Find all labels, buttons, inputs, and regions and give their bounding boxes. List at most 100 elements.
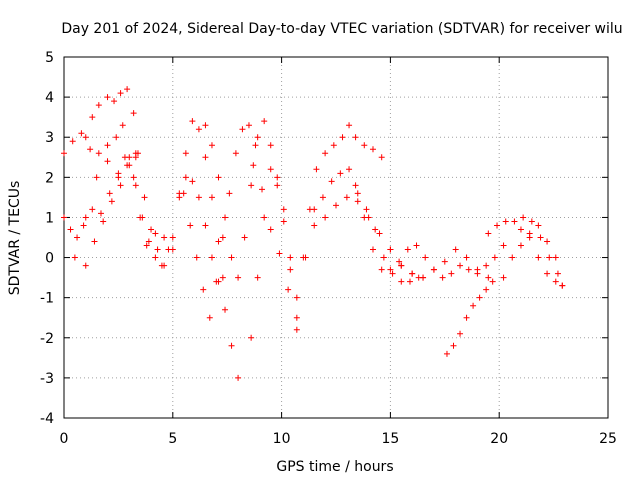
data-point: satellite track G: 5.5, 1.6 xyxy=(180,190,187,197)
data-point: satellite track J: 10.3, -0.8 xyxy=(285,286,292,293)
series-13: satellite track M: 15, 0.2satellite trac… xyxy=(387,246,492,281)
data-point: satellite track P: 21.8, 0.8 xyxy=(535,222,542,229)
data-point: satellite track L: 19.8, 0 xyxy=(491,254,498,261)
data-point: satellite track A: 0.6, 0.5 xyxy=(74,234,81,241)
data-point: satellite track A: 4.2, 0.6 xyxy=(152,230,159,237)
data-point: satellite track B: 0.8, 3.1 xyxy=(78,130,85,137)
data-point: satellite track J: 9.9, 0.1 xyxy=(276,250,283,257)
y-tick-label: 4 xyxy=(45,90,54,106)
data-point: satellite track F: 6.2, 3.2 xyxy=(195,126,202,133)
data-point: satellite track K: 13.5, 1.4 xyxy=(354,198,361,205)
data-point: satellite track C: 1, 3 xyxy=(82,134,89,141)
data-point: satellite track C: 2.6, 4.1 xyxy=(117,90,124,97)
chart-title: Day 201 of 2024, Sidereal Day-to-day VTE… xyxy=(61,21,622,37)
data-point: satellite track M: 16, -0.4 xyxy=(409,270,416,277)
data-point: satellite track D: 1.3, 1.2 xyxy=(89,206,96,213)
data-point: satellite track I: 10.1, 1.2 xyxy=(280,206,287,213)
data-point: satellite track G: 8.2, 3.2 xyxy=(239,126,246,133)
data-point: satellite track A: 4.6, 0.5 xyxy=(161,234,168,241)
data-point: satellite track F: 7.1, 0.4 xyxy=(215,238,222,245)
data-point: satellite track N: 17.6, -2.4 xyxy=(443,350,450,357)
data-point: satellite track K: 11.5, 0.8 xyxy=(311,222,318,229)
data-point: satellite track F: 7.3, -0.5 xyxy=(219,274,226,281)
data-point: satellite track C: 3.7, 1.5 xyxy=(141,194,148,201)
data-point: satellite track O: 22.3, 0 xyxy=(546,254,553,261)
data-point: satellite track N: 19.1, -1 xyxy=(476,294,483,301)
data-point: satellite track I: 9.5, 2.2 xyxy=(267,166,274,173)
data-point: satellite track M: 19.5, -0.5 xyxy=(485,274,492,281)
data-point: satellite track G: 8.8, 2.8 xyxy=(252,142,259,149)
data-point: satellite track P: 20.2, -0.5 xyxy=(500,274,507,281)
data-point: satellite track D: 2.5, 2.1 xyxy=(115,170,122,177)
data-point: satellite track E: 1.4, 0.4 xyxy=(91,238,98,245)
grid-lines xyxy=(64,57,608,418)
data-point: satellite track K: 14.5, 0.6 xyxy=(376,230,383,237)
plot-frame xyxy=(63,56,609,419)
series-10: satellite track J: 8.7, 2.3 satellite tra… xyxy=(250,162,422,333)
data-point: satellite track J: 13.9, 1.2 xyxy=(363,206,370,213)
y-tick-label: 0 xyxy=(45,251,54,267)
x-tick-label: 0 xyxy=(60,431,69,447)
data-point: satellite track C: 1.3, 3.5 xyxy=(89,114,96,121)
data-point: satellite track A: 5.6, 2 xyxy=(182,174,189,181)
data-point: satellite track E: 3, 2.3 xyxy=(126,162,133,169)
data-point: satellite track A: 3.2, 2 xyxy=(130,174,137,181)
y-tick-label: 2 xyxy=(45,170,54,186)
data-point: satellite track H: 10.1, 0.9 xyxy=(280,218,287,225)
data-point: satellite track G: 6.4, -0.8 xyxy=(200,286,207,293)
data-point: satellite track A: 8, -3 xyxy=(235,374,242,381)
data-point: satellite track O: 19.9, 0.8 xyxy=(494,222,501,229)
data-point: satellite track H: 6.5, 3.3 xyxy=(202,122,209,129)
data-point: satellite track F: 5, 0.5 xyxy=(169,234,176,241)
data-point: satellite track I: 12, 2.6 xyxy=(322,150,329,157)
series-17: satellite track Q: 21, 0.7 satellite trac… xyxy=(517,226,566,289)
data-point: satellite track B: 0.4, 2.9 xyxy=(69,138,76,145)
data-point: satellite track H: 7.1, 2 xyxy=(215,174,222,181)
y-tick-label: 5 xyxy=(45,50,54,66)
data-point: satellite track C: 4, 0.7 xyxy=(148,226,155,233)
data-point: satellite track K: 13, 1.5 xyxy=(343,194,350,201)
data-point: satellite track J: 9.1, 1.7 xyxy=(259,186,266,193)
data-point: satellite track O: 22.7, -0.4 xyxy=(554,270,561,277)
data-point: satellite track O: 21.1, 1 xyxy=(520,214,527,221)
data-point: satellite track F: 6.5, 2.5 xyxy=(202,154,209,161)
y-tick-label: 1 xyxy=(45,210,54,226)
y-tick-label: -4 xyxy=(40,411,54,427)
data-point: satellite track H: 9.5, 2.8 xyxy=(267,142,274,149)
data-point: satellite track L: 14.6, -0.3 xyxy=(378,266,385,273)
data-point: satellite track I: 10.4, 0 xyxy=(287,254,294,261)
data-point: satellite track B: 2.4, 3 xyxy=(113,134,120,141)
y-axis-label: SDTVAR / TECUs xyxy=(7,181,23,296)
data-point: satellite track Q: 22.2, -0.4 xyxy=(544,270,551,277)
data-point: satellite track D: 1.7, 1.1 xyxy=(97,210,104,217)
data-point: satellite track H: 10.4, -0.3 xyxy=(287,266,294,273)
data-point: satellite track B: 3.9, 0.4 xyxy=(145,238,152,245)
data-point: satellite track L: 15.4, -0.1 xyxy=(396,258,403,265)
data-point: satellite track G: 7.6, 1.6 xyxy=(226,190,233,197)
data-point: satellite track O: 19.5, 0.6 xyxy=(485,230,492,237)
data-point: satellite track I: 13.8, 2.8 xyxy=(361,142,368,149)
data-point: satellite track A: 7.7, -2.2 xyxy=(228,342,235,349)
data-point: satellite track H: 8.3, 0.5 xyxy=(241,234,248,241)
data-point: satellite track L: 18.2, -0.2 xyxy=(457,262,464,269)
data-point: satellite track Q: 21, 0.7 xyxy=(517,226,524,233)
data-point: satellite track H: 8.9, 3 xyxy=(254,134,261,141)
data-point: satellite track A: 2, 2.4 xyxy=(104,158,111,165)
data-point: satellite track H: 10.7, -1.5 xyxy=(293,314,300,321)
data-point: satellite track D: 2.1, 1.6 xyxy=(106,190,113,197)
data-point: satellite track L: 18.6, -0.3 xyxy=(465,266,472,273)
data-point: satellite track I: 9.8, 1.8 xyxy=(274,182,281,189)
data-point: satellite track G: 8.5, 3.3 xyxy=(245,122,252,129)
y-tick-label: 3 xyxy=(45,130,54,146)
data-point: satellite track F: 5.6, 2.6 xyxy=(182,150,189,157)
data-point: satellite track E: 3.3, 2.6 xyxy=(132,150,139,157)
data-point: satellite track K: 12, 1 xyxy=(322,214,329,221)
data-point: satellite track J: 10.7, -1.8 xyxy=(293,326,300,333)
data-point: satellite track J: 8.7, 2.3 xyxy=(250,162,257,169)
data-point: satellite track I: 8.9, -0.5 xyxy=(254,274,261,281)
data-point: satellite track I: 13.1, 3.3 xyxy=(346,122,353,129)
data-point: satellite track H: 8, -0.5 xyxy=(235,274,242,281)
data-point: satellite track P: 21, 0.3 xyxy=(517,242,524,249)
data-point: satellite track L: 17.8, -0.4 xyxy=(448,270,455,277)
